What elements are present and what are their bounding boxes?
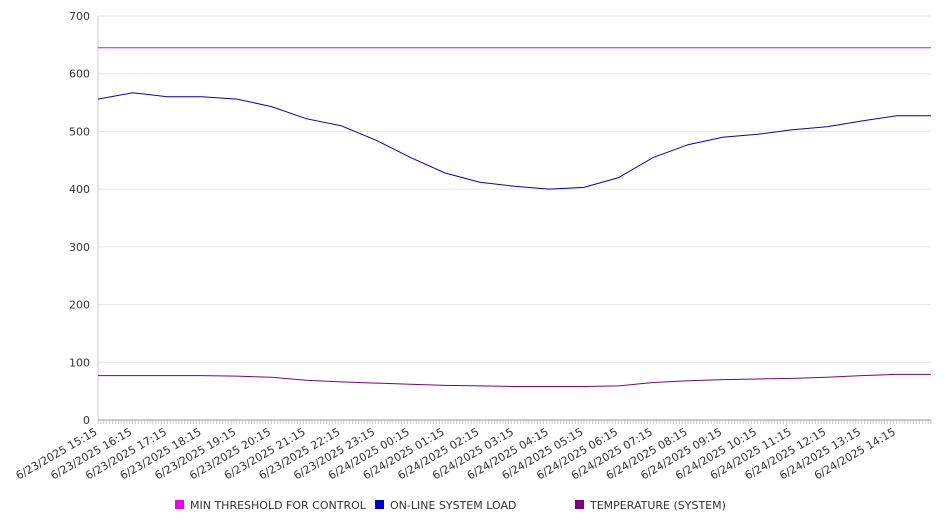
legend-swatch (375, 500, 384, 509)
legend: MIN THRESHOLD FOR CONTROL ON-LINE SYSTEM … (175, 499, 726, 512)
y-tick-label: 400 (69, 183, 90, 196)
y-tick-label: 500 (69, 125, 90, 138)
y-tick-label: 100 (69, 356, 90, 369)
legend-label: MIN THRESHOLD FOR CONTROL (190, 499, 367, 512)
y-tick-label: 600 (69, 68, 90, 81)
legend-label: TEMPERATURE (SYSTEM) (589, 499, 726, 512)
axes (97, 16, 932, 424)
y-tick-label: 0 (83, 414, 90, 427)
y-tick-label: 200 (69, 299, 90, 312)
grid-lines (98, 15, 931, 363)
series-line-1 (97, 92, 931, 190)
legend-swatch (575, 500, 584, 509)
legend-swatch (175, 500, 184, 509)
series-group (97, 47, 931, 387)
series-line-2 (98, 373, 931, 387)
y-tick-label: 700 (69, 10, 90, 23)
y-tick-label: 300 (69, 241, 90, 254)
legend-label: ON-LINE SYSTEM LOAD (390, 499, 516, 512)
